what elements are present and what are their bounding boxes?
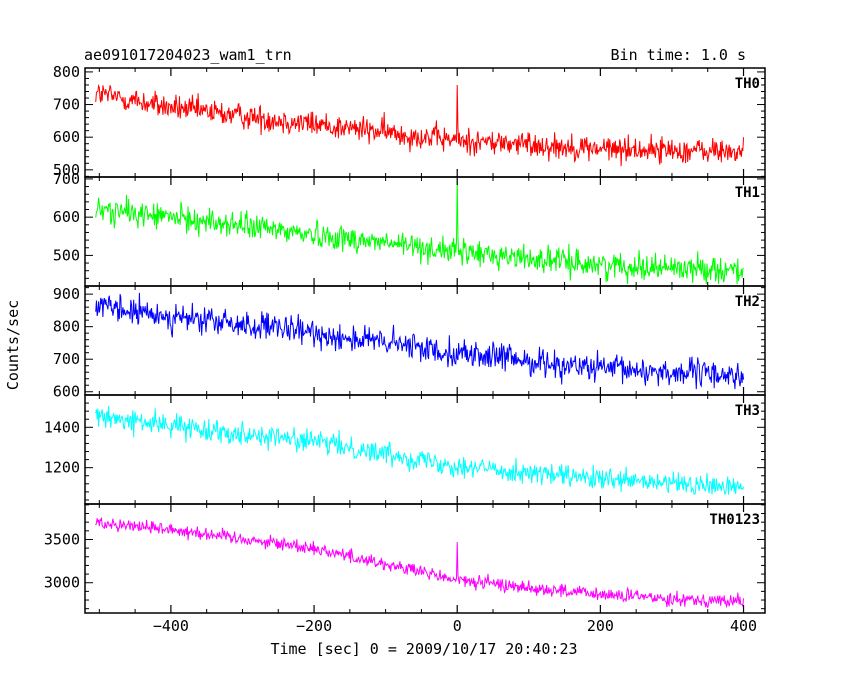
panel-th0123: 3000 3500 TH0123 [44, 503, 766, 614]
x-tick-label: −200 [296, 617, 332, 635]
y-tick-label: 600 [53, 383, 80, 401]
y-tick-label: 600 [53, 208, 80, 226]
series-label: TH0123 [709, 512, 760, 528]
series-line-th0 [95, 83, 745, 167]
x-tick-label: 200 [587, 617, 614, 635]
y-tick-label: 3000 [44, 574, 80, 592]
panel-frame [84, 394, 766, 505]
y-tick-label: 1200 [44, 459, 80, 477]
panel-frame [84, 503, 766, 614]
series-label: TH0 [735, 76, 760, 92]
panel-th2: 600 700 800 900 TH2 [53, 285, 766, 401]
x-tick-label: 400 [730, 617, 757, 635]
panel-frame [84, 67, 766, 178]
y-tick-label: 700 [53, 170, 80, 188]
panels: 500 600 700 800 TH0 500 600 700 TH1 600 700 800 900 T… [44, 63, 766, 635]
bin-time-label: Bin time: 1.0 s [611, 46, 746, 64]
x-tick-label: 0 [453, 617, 462, 635]
series-label: TH3 [735, 403, 760, 419]
y-tick-label: 900 [53, 285, 80, 303]
series-line-th3 [95, 405, 745, 495]
x-axis-label: Time [sec] 0 = 2009/10/17 20:40:23 [270, 640, 577, 658]
y-tick-label: 1400 [44, 418, 80, 436]
y-tick-label: 600 [53, 128, 80, 146]
panel-th3: 1200 1400 TH3 [44, 394, 766, 505]
chart-title: ae091017204023_wam1_trn [84, 46, 292, 64]
panel-th1: 500 600 700 TH1 [53, 170, 766, 287]
y-tick-label: 700 [53, 350, 80, 368]
y-tick-label: 500 [53, 161, 80, 179]
series-line-th0123 [95, 517, 745, 609]
y-tick-label: 500 [53, 246, 80, 264]
y-tick-label: 700 [53, 96, 80, 114]
x-tick-label: −400 [153, 617, 189, 635]
series-label: TH1 [735, 185, 760, 201]
series-line-th2 [95, 292, 745, 390]
panel-th0: 500 600 700 800 TH0 [53, 63, 766, 179]
y-tick-label: 3500 [44, 530, 80, 548]
y-tick-label: 800 [53, 63, 80, 81]
y-axis-label: Counts/sec [4, 300, 22, 390]
series-label: TH2 [735, 294, 760, 310]
y-tick-label: 800 [53, 318, 80, 336]
series-line-th1 [95, 178, 744, 285]
